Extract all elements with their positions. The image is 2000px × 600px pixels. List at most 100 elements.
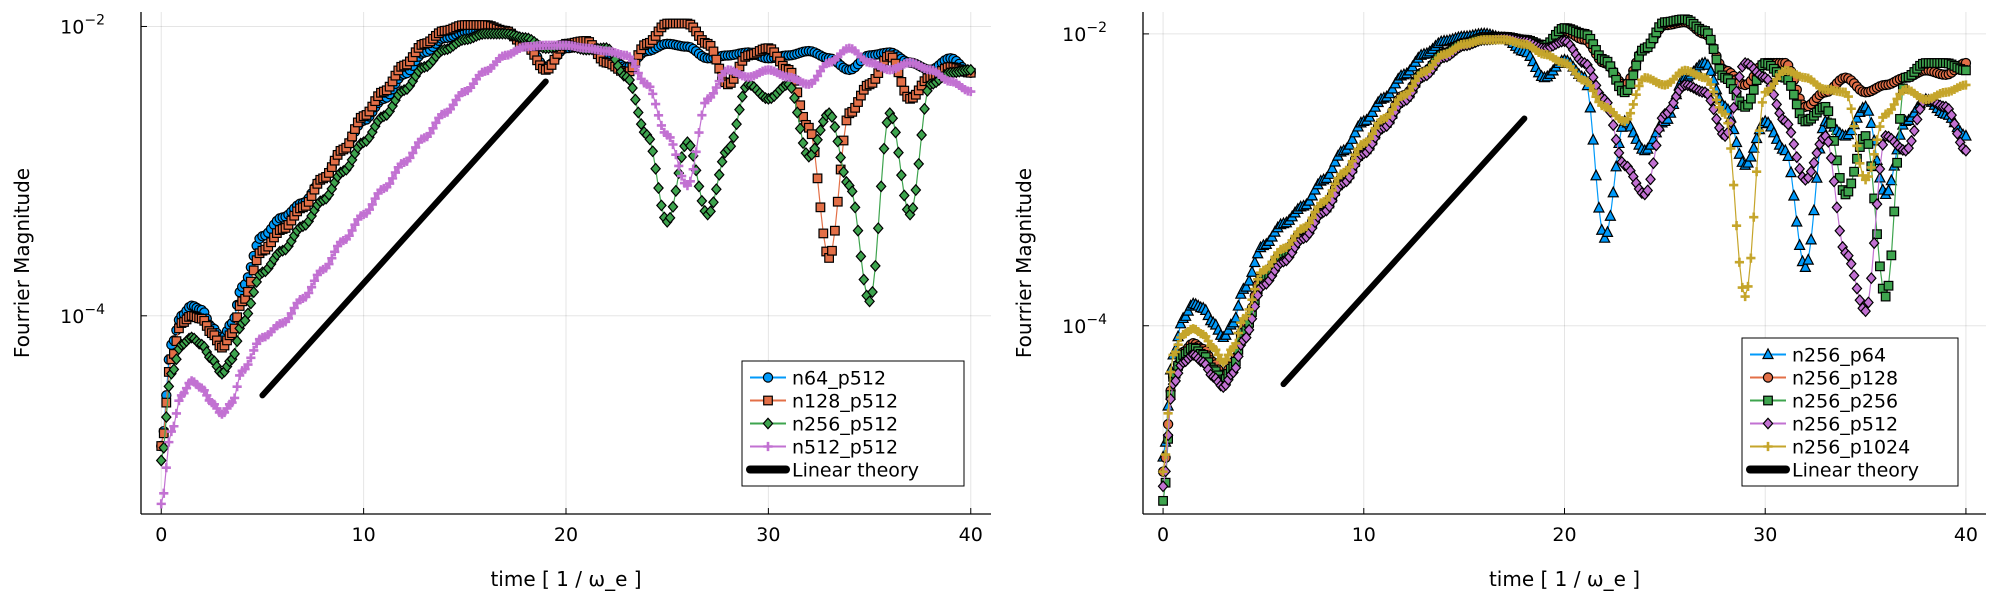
data-point xyxy=(1747,141,1760,153)
data-point xyxy=(1233,328,1243,338)
data-point xyxy=(245,297,257,310)
data-point xyxy=(1349,125,1362,138)
data-point xyxy=(1808,156,1820,169)
data-point xyxy=(161,463,171,473)
legend-marker xyxy=(1763,395,1773,406)
data-point xyxy=(693,180,705,193)
data-point xyxy=(896,77,907,87)
data-point xyxy=(725,140,737,153)
data-point xyxy=(1240,280,1253,292)
data-point xyxy=(846,185,858,198)
data-point xyxy=(694,127,704,138)
data-point xyxy=(164,437,174,447)
data-point xyxy=(1405,86,1415,96)
data-point xyxy=(664,211,676,224)
data-point xyxy=(829,225,840,236)
data-point xyxy=(1628,99,1638,110)
data-point xyxy=(1722,126,1734,139)
data-point xyxy=(1304,218,1314,228)
data-point xyxy=(248,285,260,299)
data-point xyxy=(1949,117,1960,130)
data-point xyxy=(849,201,861,214)
data-point xyxy=(1785,126,1797,139)
legend-marker xyxy=(762,372,774,383)
data-point xyxy=(1793,238,1806,251)
data-point xyxy=(1708,44,1719,55)
x-tick-label: 30 xyxy=(756,524,780,546)
data-point xyxy=(852,224,864,237)
data-point xyxy=(697,110,707,120)
data-point xyxy=(708,46,719,57)
data-point xyxy=(650,162,662,175)
legend-label: Linear theory xyxy=(1792,460,1919,482)
linear-theory-line xyxy=(259,78,549,399)
data-point xyxy=(647,145,659,158)
data-point xyxy=(1860,131,1871,141)
data-point xyxy=(1791,151,1803,164)
data-point xyxy=(832,196,843,207)
data-point xyxy=(1410,76,1420,86)
data-point xyxy=(229,347,241,361)
data-point xyxy=(1243,274,1256,286)
data-point xyxy=(232,382,242,392)
data-point xyxy=(306,282,317,292)
data-point xyxy=(1749,212,1759,222)
data-point xyxy=(1203,336,1213,346)
data-point xyxy=(1711,54,1722,65)
data-point xyxy=(1607,185,1620,198)
data-point xyxy=(812,71,823,81)
data-point xyxy=(1160,449,1171,460)
data-point xyxy=(916,128,928,142)
data-point xyxy=(708,196,719,209)
data-point xyxy=(1588,86,1598,96)
data-point xyxy=(1811,146,1823,160)
data-point xyxy=(677,171,687,181)
data-point xyxy=(1158,495,1168,506)
legend-label: n256_p128 xyxy=(1792,368,1898,390)
data-point xyxy=(632,106,644,119)
data-point xyxy=(347,225,357,236)
data-point xyxy=(1714,102,1724,112)
data-point xyxy=(1802,253,1815,265)
data-point xyxy=(1771,98,1783,111)
data-point xyxy=(1625,108,1636,118)
data-point xyxy=(1628,70,1639,81)
data-point xyxy=(1794,162,1806,175)
data-point xyxy=(1645,173,1656,186)
data-point xyxy=(1221,355,1231,365)
data-point xyxy=(1231,338,1241,348)
data-point xyxy=(1805,233,1818,245)
data-point xyxy=(1889,99,1899,110)
data-point xyxy=(1740,291,1750,302)
data-point xyxy=(158,428,169,439)
legend-label: n256_p256 xyxy=(1792,391,1898,413)
legend-marker xyxy=(1763,441,1773,452)
data-point xyxy=(1872,135,1882,145)
legend-box xyxy=(1741,337,1959,487)
data-point xyxy=(716,155,728,168)
data-point xyxy=(1946,108,1957,122)
data-point xyxy=(1828,175,1840,188)
data-point xyxy=(812,173,823,184)
data-point xyxy=(1647,157,1659,170)
legend-label: n64_p512 xyxy=(792,368,886,390)
data-point xyxy=(1730,135,1743,148)
data-point xyxy=(1711,95,1722,105)
data-point xyxy=(890,126,901,139)
data-point xyxy=(670,184,682,197)
data-point xyxy=(1852,141,1862,151)
data-point xyxy=(1872,229,1882,240)
data-point xyxy=(1201,331,1211,342)
data-point xyxy=(1851,282,1863,295)
data-point xyxy=(815,124,826,137)
data-point xyxy=(1248,255,1261,268)
data-point xyxy=(1243,323,1255,337)
data-point xyxy=(1911,113,1923,126)
data-point xyxy=(674,161,684,171)
legend-label: Linear theory xyxy=(792,460,919,482)
data-point xyxy=(734,103,745,116)
data-point xyxy=(633,68,643,78)
data-point xyxy=(1845,257,1857,270)
